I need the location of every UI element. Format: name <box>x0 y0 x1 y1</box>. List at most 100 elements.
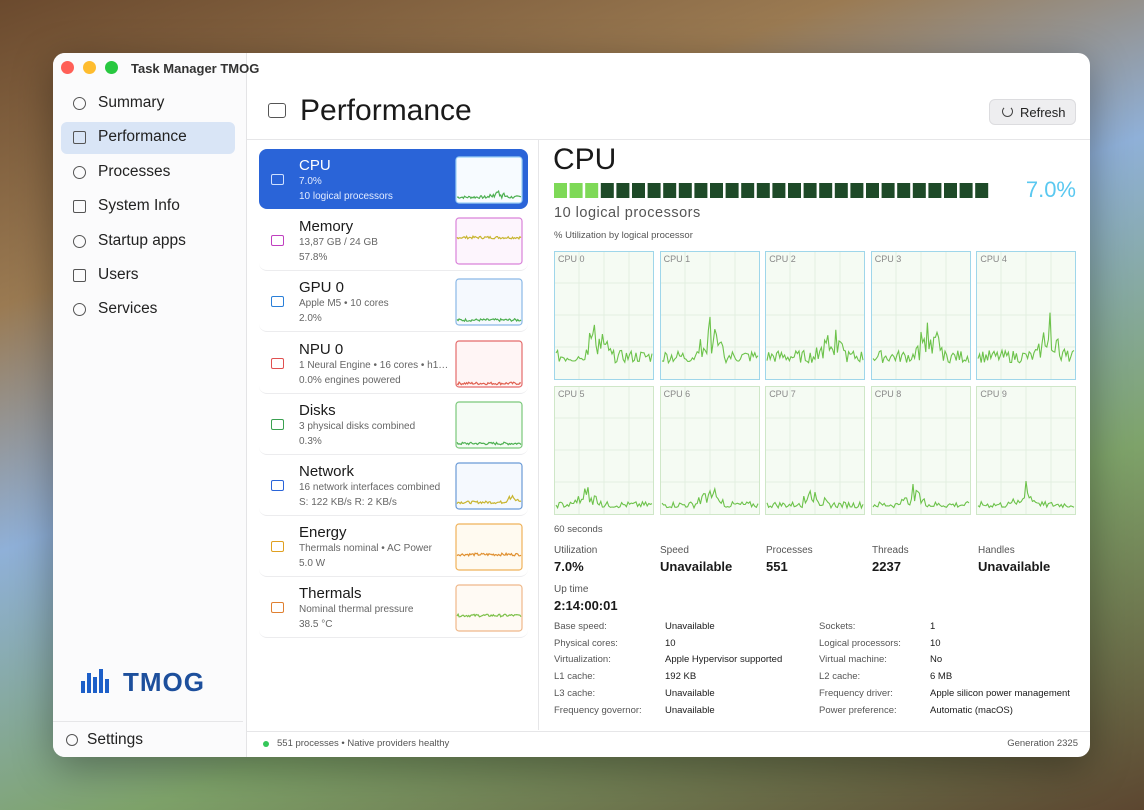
meter-segment <box>912 183 926 198</box>
device-detail: 2.0% <box>299 313 322 325</box>
device-thumbnail <box>455 156 523 204</box>
meter-segment <box>616 183 630 198</box>
spec-label: Virtualization: <box>554 654 611 666</box>
stat-label: Handles <box>978 545 1015 556</box>
settings-button[interactable]: Settings <box>61 728 231 752</box>
spec-label: Frequency driver: <box>819 687 893 699</box>
device-name: Disks <box>299 401 336 419</box>
thumbnail-frame <box>455 462 523 510</box>
core-label: CPU 6 <box>663 388 691 399</box>
core-line <box>978 480 1075 509</box>
core-chart <box>659 251 760 380</box>
thumbnail-frame <box>455 217 523 265</box>
device-icon <box>271 541 284 553</box>
device-thumbnail <box>455 462 523 510</box>
logo-bar <box>99 669 103 693</box>
device-name: Network <box>299 463 355 480</box>
spec-label: L2 cache: <box>819 671 861 683</box>
sidebar-item[interactable]: Performance <box>61 122 235 155</box>
logo-bar <box>93 677 97 693</box>
core-chart <box>554 385 654 515</box>
sidebar-label: Users <box>98 266 139 283</box>
meter-segment <box>881 183 895 198</box>
sidebar-item[interactable]: Services <box>61 294 235 326</box>
stat-label: Processes <box>766 545 813 556</box>
page-title: Performance <box>300 94 472 127</box>
device-row[interactable]: Network 16 network interfaces combined S: … <box>259 455 528 516</box>
sidebar-item[interactable]: Startup apps <box>61 226 235 258</box>
stat-value: 7.0% <box>554 559 584 574</box>
meter-segment <box>834 183 848 198</box>
device-row[interactable]: Disks 3 physical disks combined 0.3% <box>259 394 528 455</box>
device-detail: 1 Neural Engine • 16 cores • h1… <box>299 359 449 371</box>
refresh-label: Refresh <box>1020 105 1066 120</box>
sidebar-item[interactable]: Users <box>61 260 235 292</box>
meter-segment <box>756 183 770 198</box>
core-label: CPU 4 <box>980 254 1007 264</box>
sidebar-label: Services <box>98 300 158 318</box>
core-label: CPU 0 <box>558 254 585 264</box>
device-row[interactable]: CPU 7.0% 10 logical processors <box>259 149 528 209</box>
status-left: 551 processes • Native providers healthy <box>277 738 450 749</box>
core-line <box>766 488 864 510</box>
core-chart <box>659 385 760 515</box>
utilization-meter <box>554 183 989 198</box>
window-control[interactable] <box>61 61 74 74</box>
device-name: NPU 0 <box>299 340 344 358</box>
spec-value: Apple silicon power management <box>930 687 1070 699</box>
meter-segment <box>975 183 989 198</box>
device-detail: 16 network interfaces combined <box>299 482 441 493</box>
thumbnail-frame <box>455 339 523 388</box>
device-thumbnail <box>455 584 523 632</box>
device-detail: S: 122 KB/s R: 2 KB/s <box>299 497 397 508</box>
thumbnail-line <box>456 318 522 323</box>
spec-value: No <box>930 654 943 666</box>
thumbnail-line <box>456 613 522 619</box>
core-line <box>555 486 653 509</box>
spec-value: Apple Hypervisor supported <box>665 654 783 666</box>
meter-segment <box>600 183 614 198</box>
device-row[interactable]: Thermals Nominal thermal pressure 38.5 °C <box>259 577 528 639</box>
thumbnail-line <box>456 189 522 200</box>
spec-value: Automatic (macOS) <box>930 704 1013 716</box>
spec-label: Logical processors: <box>819 637 901 649</box>
settings-icon <box>66 734 78 746</box>
device-row[interactable]: GPU 0 Apple M5 • 10 cores 2.0% <box>259 271 528 333</box>
detail-title: CPU <box>553 143 617 176</box>
device-row[interactable]: Memory 13,87 GB / 24 GB 57.8% <box>259 210 528 272</box>
spec-value: 1 <box>930 621 936 632</box>
core-label: CPU 8 <box>874 388 902 399</box>
core-label: CPU 7 <box>769 388 796 399</box>
sidebar-toggle[interactable] <box>268 103 286 118</box>
stat-value: 551 <box>766 559 788 574</box>
stat-value: Unavailable <box>978 559 1051 574</box>
core-chart <box>870 385 971 515</box>
device-thumbnail <box>455 278 523 326</box>
window-control[interactable] <box>83 61 96 74</box>
thumbnail-line <box>456 494 522 505</box>
device-row[interactable]: Energy Thermals nominal • AC Power 5.0 W <box>259 516 528 578</box>
meter-segment <box>944 183 957 198</box>
logo-bar <box>87 673 91 693</box>
sidebar-item[interactable]: Processes <box>61 157 235 189</box>
device-name: Thermals <box>299 585 362 603</box>
settings-label: Settings <box>87 731 144 748</box>
sidebar-item[interactable]: System Info <box>61 191 235 223</box>
stat-value: 2237 <box>872 559 901 574</box>
core-chart <box>765 251 866 380</box>
chart-caption: % Utilization by logical processor <box>554 230 693 241</box>
refresh-icon <box>1002 106 1013 117</box>
sidebar-icon <box>73 234 86 248</box>
core-line <box>555 324 653 364</box>
thumbnail-frame <box>455 584 523 632</box>
window-control[interactable] <box>105 61 118 74</box>
refresh-button[interactable]: Refresh <box>989 99 1076 125</box>
device-icon <box>271 174 284 185</box>
core-chart <box>870 251 971 380</box>
time-label: 60 seconds <box>554 524 603 535</box>
device-name: GPU 0 <box>299 279 345 297</box>
sidebar-item[interactable]: Summary <box>61 88 235 120</box>
meter-segment <box>850 183 864 198</box>
uptime-value: 2:14:00:01 <box>554 598 618 613</box>
